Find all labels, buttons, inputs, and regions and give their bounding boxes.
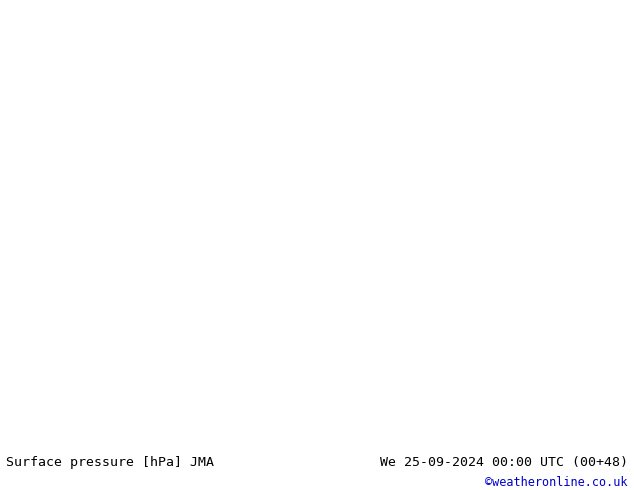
Text: Surface pressure [hPa] JMA: Surface pressure [hPa] JMA: [6, 456, 214, 469]
Text: ©weatheronline.co.uk: ©weatheronline.co.uk: [485, 476, 628, 490]
Text: We 25-09-2024 00:00 UTC (00+48): We 25-09-2024 00:00 UTC (00+48): [380, 456, 628, 469]
